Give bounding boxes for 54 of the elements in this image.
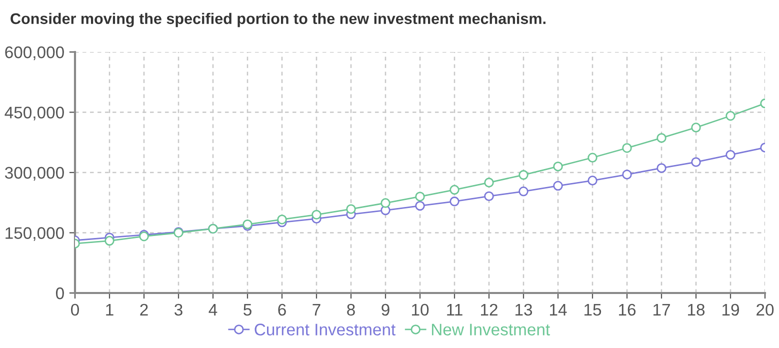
- point: [726, 150, 736, 160]
- y-tick-label: 450,000: [4, 106, 64, 120]
- point: [656, 133, 666, 143]
- x-tick-label: 20: [756, 304, 774, 316]
- x-tick-label: 14: [550, 304, 567, 316]
- x-tick-label: 10: [412, 304, 429, 316]
- x-tick-label: 3: [174, 304, 182, 316]
- point: [312, 210, 322, 220]
- point: [691, 122, 701, 132]
- point: [622, 143, 632, 153]
- legend-label: New Investment: [432, 324, 550, 336]
- point: [588, 152, 598, 162]
- point: [622, 170, 632, 180]
- x-tick-label: 5: [244, 304, 252, 316]
- legend-label: Current Investment: [254, 324, 396, 336]
- x-tick-label: 19: [722, 304, 739, 316]
- point: [656, 163, 666, 173]
- y-tick-label: 600,000: [5, 46, 64, 60]
- point: [518, 170, 528, 180]
- point: [553, 180, 563, 191]
- y-tick-label: 300,000: [4, 166, 64, 181]
- point: [415, 192, 425, 202]
- point: [484, 178, 494, 188]
- x-tick-label: 0: [71, 304, 79, 316]
- x-tick-label: 1: [106, 304, 114, 316]
- point: [346, 204, 356, 214]
- x-tick-label: 9: [382, 304, 390, 316]
- x-tick-label: 18: [688, 304, 705, 316]
- point: [277, 214, 287, 224]
- point: [415, 200, 425, 211]
- x-tick-label: 4: [208, 304, 218, 316]
- x-tick-label: 13: [516, 304, 532, 316]
- point: [518, 186, 528, 196]
- point: [691, 157, 701, 167]
- x-tick-label: 17: [654, 304, 670, 316]
- point: [450, 196, 460, 206]
- y-tick-label: 150,000: [6, 227, 64, 241]
- x-tick-label: 11: [447, 304, 462, 316]
- point: [104, 236, 114, 246]
- x-tick-label: 7: [312, 304, 320, 316]
- chart-title: Consider moving the specified portion to the new investment mechanism.: [10, 12, 546, 28]
- point: [588, 176, 598, 186]
- x-tick-label: 15: [584, 304, 602, 316]
- x-tick-label: 6: [278, 304, 286, 316]
- x-tick-label: 8: [347, 304, 355, 316]
- point: [380, 198, 390, 208]
- point: [450, 184, 460, 195]
- y-tick-label: 0: [56, 287, 64, 300]
- point: [553, 162, 563, 172]
- point: [726, 111, 736, 121]
- point: [484, 191, 494, 202]
- x-tick-label: 2: [140, 304, 148, 316]
- x-tick-label: 12: [481, 304, 498, 316]
- x-tick-label: 16: [619, 304, 636, 316]
